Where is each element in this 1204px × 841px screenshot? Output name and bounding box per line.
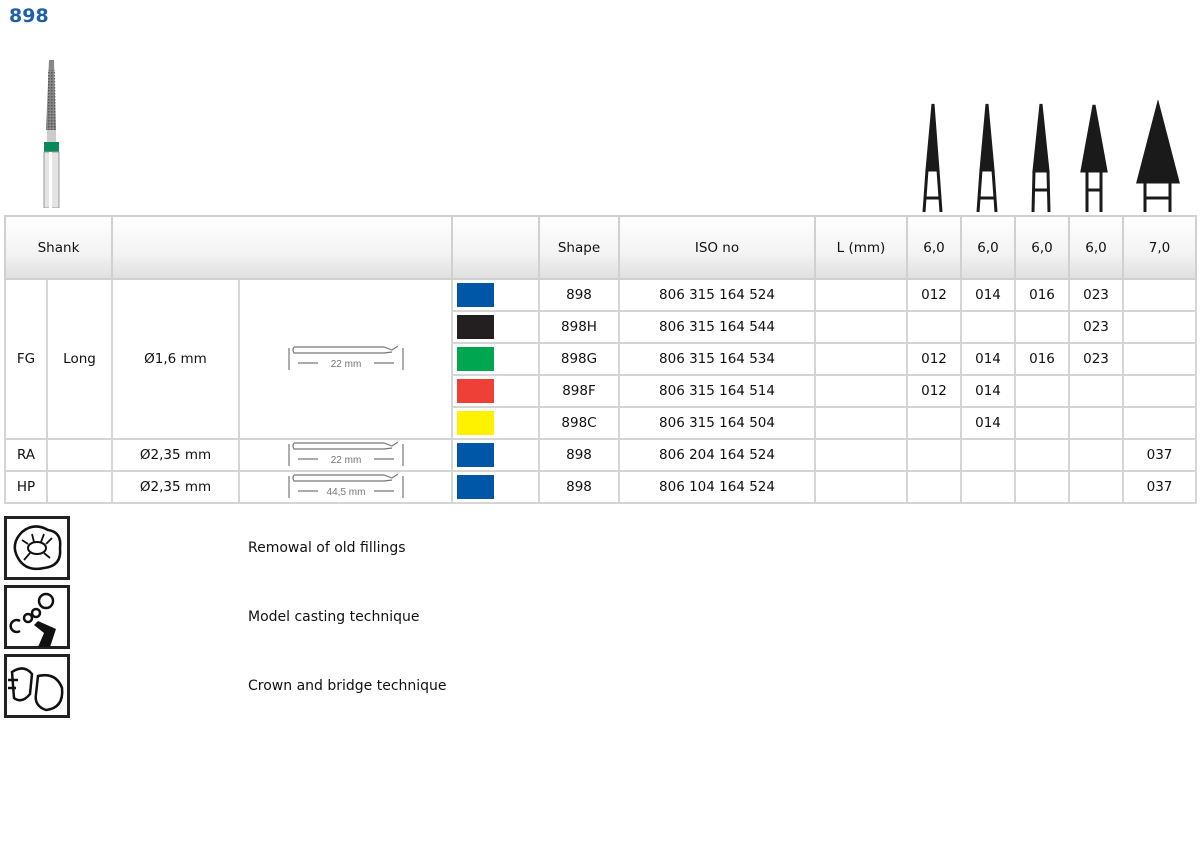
size-value bbox=[1122, 310, 1197, 344]
iso-number: 806 315 164 534 bbox=[618, 342, 816, 376]
size-value: 012 bbox=[906, 342, 962, 376]
indication-label: Model casting technique bbox=[248, 609, 420, 625]
shank-drawing-cell: 22 mm bbox=[238, 438, 453, 472]
header-size: 6,0 bbox=[1014, 215, 1070, 280]
table-row: FG Long Ø1,6 mm 22 mm 898 806 315 164 524 012 0… bbox=[4, 278, 1197, 440]
iso-number: 806 315 164 544 bbox=[618, 310, 816, 344]
burr-image bbox=[43, 60, 60, 208]
size-value bbox=[1122, 342, 1197, 376]
size-value bbox=[1014, 406, 1070, 440]
svg-text:22 mm: 22 mm bbox=[330, 455, 361, 466]
header-length: L (mm) bbox=[814, 215, 908, 280]
table-row: RA Ø2,35 mm 22 mm 898 806 204 164 524 037 bbox=[4, 438, 1197, 472]
shank-type: RA bbox=[4, 438, 48, 472]
size-value bbox=[906, 406, 962, 440]
size-value bbox=[1014, 310, 1070, 344]
iso-number: 806 204 164 524 bbox=[618, 438, 816, 472]
size-value bbox=[960, 310, 1016, 344]
size-value: 014 bbox=[960, 278, 1016, 312]
size-value: 014 bbox=[960, 342, 1016, 376]
size-value: 037 bbox=[1122, 438, 1197, 472]
color-swatch bbox=[457, 443, 494, 467]
table-row: 898G 806 315 164 534 012 014 016 023 bbox=[5, 342, 1197, 376]
size-value: 037 bbox=[1122, 470, 1197, 504]
header-size: 6,0 bbox=[960, 215, 1016, 280]
shank-diameter: Ø2,35 mm bbox=[111, 438, 240, 472]
size-value bbox=[1068, 470, 1124, 504]
size-value bbox=[906, 438, 962, 472]
shape-code: 898 bbox=[538, 438, 620, 472]
size-value bbox=[1068, 374, 1124, 408]
size-value bbox=[1014, 470, 1070, 504]
size-value: 016 bbox=[1014, 342, 1070, 376]
shape-code: 898H bbox=[538, 310, 620, 344]
indication-label: Crown and bridge technique bbox=[248, 678, 447, 694]
shank-drawing: 44,5 mm bbox=[287, 473, 404, 498]
shape-code: 898C bbox=[538, 406, 620, 440]
shape-silhouettes bbox=[922, 100, 1180, 213]
size-value bbox=[1122, 374, 1197, 408]
size-value bbox=[1122, 278, 1197, 312]
shape-code: 898F bbox=[538, 374, 620, 408]
size-value bbox=[1122, 406, 1197, 440]
header-size: 6,0 bbox=[1068, 215, 1124, 280]
shank-drawing: 22 mm bbox=[287, 441, 404, 466]
shank-drawing-cell: 44,5 mm bbox=[238, 470, 453, 504]
header-shape: Shape bbox=[538, 215, 620, 280]
color-swatch bbox=[457, 475, 494, 499]
shank-length: Long bbox=[46, 278, 113, 440]
table-row: HP Ø2,35 mm 44,5 mm 898 806 104 164 524 037 bbox=[4, 470, 1197, 504]
svg-text:44,5 mm: 44,5 mm bbox=[326, 487, 365, 498]
size-value bbox=[1014, 438, 1070, 472]
shank-type: FG bbox=[4, 278, 48, 440]
header-size: 7,0 bbox=[1122, 215, 1197, 280]
size-value: 012 bbox=[906, 374, 962, 408]
iso-number: 806 315 164 514 bbox=[618, 374, 816, 408]
iso-number: 806 104 164 524 bbox=[618, 470, 816, 504]
size-value bbox=[960, 470, 1016, 504]
table-row: 898C 806 315 164 504 014 bbox=[5, 406, 1197, 440]
size-value bbox=[1014, 374, 1070, 408]
size-value: 016 bbox=[1014, 278, 1070, 312]
shank-type: HP bbox=[4, 470, 48, 504]
table-row: 898H 806 315 164 544 023 bbox=[5, 310, 1197, 344]
shank-diameter: Ø1,6 mm bbox=[111, 278, 240, 440]
model-casting-icon bbox=[4, 585, 70, 649]
size-value: 014 bbox=[960, 406, 1016, 440]
shank-drawing: 22 mm bbox=[287, 345, 404, 370]
page-title: 898 bbox=[9, 5, 49, 27]
color-swatch bbox=[457, 283, 494, 307]
size-value: 014 bbox=[960, 374, 1016, 408]
color-swatch bbox=[457, 411, 494, 435]
indication-label: Remowal of old fillings bbox=[248, 540, 406, 556]
size-value bbox=[1068, 406, 1124, 440]
svg-text:22 mm: 22 mm bbox=[330, 359, 361, 370]
size-value bbox=[906, 310, 962, 344]
shape-code: 898 bbox=[538, 278, 620, 312]
size-value bbox=[960, 438, 1016, 472]
product-table: Shank Shape ISO no L (mm) 6,0 6,0 6,0 6,… bbox=[4, 215, 1197, 504]
old-fillings-icon bbox=[4, 516, 70, 580]
header-iso: ISO no bbox=[618, 215, 816, 280]
shank-drawing-cell: 22 mm bbox=[238, 278, 453, 440]
crown-bridge-icon bbox=[4, 654, 70, 718]
size-value: 023 bbox=[1068, 278, 1124, 312]
iso-number: 806 315 164 524 bbox=[618, 278, 816, 312]
shank-diameter: Ø2,35 mm bbox=[111, 470, 240, 504]
shape-code: 898G bbox=[538, 342, 620, 376]
color-swatch bbox=[457, 347, 494, 371]
size-value bbox=[1068, 438, 1124, 472]
size-value: 012 bbox=[906, 278, 962, 312]
color-swatch bbox=[457, 315, 494, 339]
size-value: 023 bbox=[1068, 342, 1124, 376]
color-swatch bbox=[457, 379, 494, 403]
header-row: Shank Shape ISO no L (mm) 6,0 6,0 6,0 6,… bbox=[4, 215, 1197, 280]
size-value: 023 bbox=[1068, 310, 1124, 344]
header-size: 6,0 bbox=[906, 215, 962, 280]
header-shank: Shank bbox=[4, 215, 113, 280]
shape-code: 898 bbox=[538, 470, 620, 504]
iso-number: 806 315 164 504 bbox=[618, 406, 816, 440]
table-row: 898F 806 315 164 514 012 014 bbox=[5, 374, 1197, 408]
size-value bbox=[906, 470, 962, 504]
